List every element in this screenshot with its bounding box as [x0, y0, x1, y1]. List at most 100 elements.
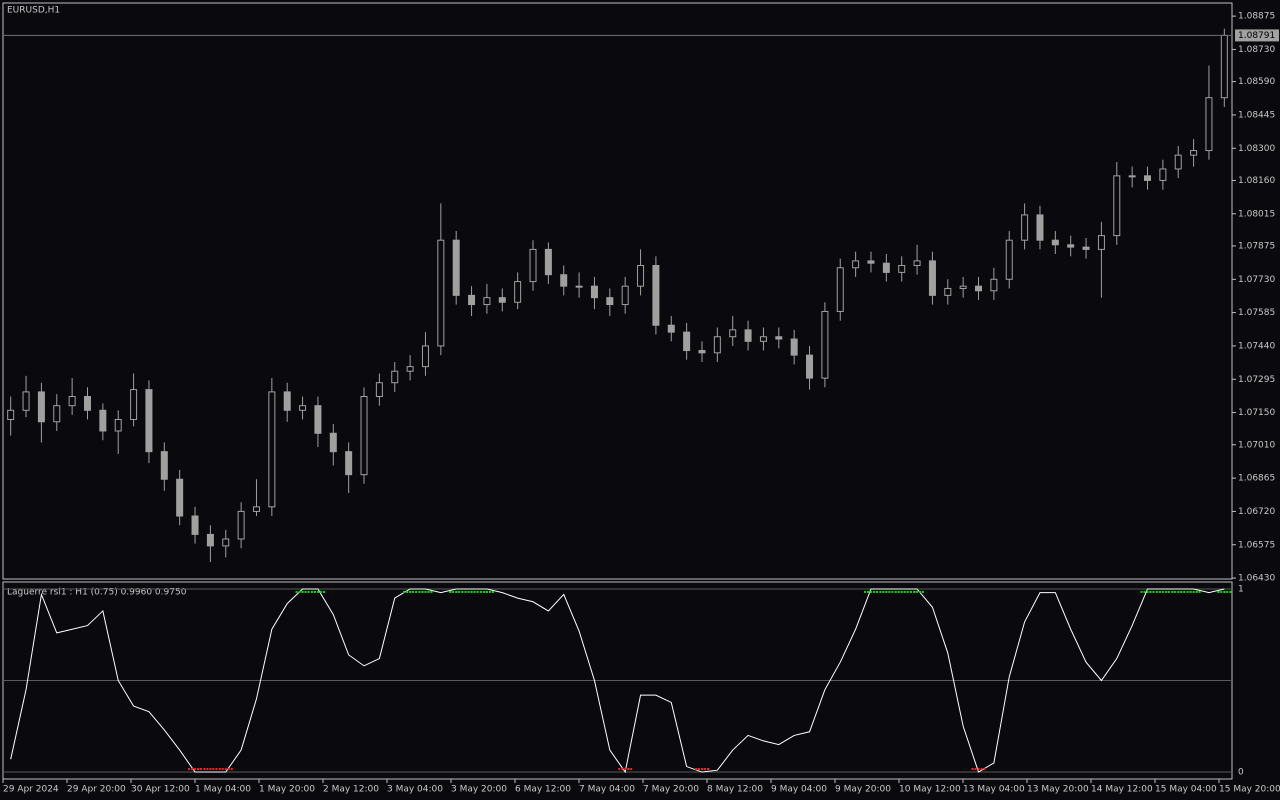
- extreme-dot: [1143, 590, 1146, 593]
- extreme-dot: [888, 590, 891, 593]
- y-tick-label: 1.08160: [1238, 176, 1275, 186]
- candle-body: [744, 329, 752, 342]
- candle-body: [1082, 246, 1090, 250]
- candle-body: [683, 331, 691, 352]
- candle-body: [375, 382, 383, 398]
- candle-body: [268, 391, 276, 508]
- candle-body: [852, 260, 860, 269]
- extreme-dot: [224, 768, 227, 771]
- candle-body: [191, 515, 199, 535]
- candle-body: [729, 329, 737, 338]
- y-tick-label: 1.07585: [1238, 308, 1275, 318]
- y-tick-label: 1.08300: [1238, 144, 1275, 154]
- candle-body: [590, 285, 598, 299]
- candle-body: [83, 396, 91, 411]
- candle-body: [68, 396, 76, 407]
- extreme-dot: [1195, 590, 1198, 593]
- extreme-dot: [298, 590, 301, 593]
- candle-body: [252, 506, 260, 512]
- extreme-dot: [630, 768, 633, 771]
- y-tick-label: 1.07730: [1238, 275, 1275, 285]
- candle-body: [867, 260, 875, 264]
- extreme-dot: [869, 590, 872, 593]
- y-tick-label: 1: [1238, 584, 1244, 594]
- extreme-dot: [449, 590, 452, 593]
- extreme-dot: [412, 590, 415, 593]
- extreme-dot: [295, 590, 298, 593]
- extreme-dot: [415, 590, 418, 593]
- candle-body: [437, 239, 445, 347]
- extreme-dot: [1149, 590, 1152, 593]
- extreme-dot: [916, 590, 919, 593]
- extreme-dot: [697, 768, 700, 771]
- extreme-dot: [479, 590, 482, 593]
- extreme-dot: [983, 768, 986, 771]
- x-tick-label: 9 May 04:00: [771, 785, 827, 795]
- extreme-dot: [910, 590, 913, 593]
- y-tick-label: 1.07150: [1238, 408, 1275, 418]
- candle-body: [468, 294, 476, 306]
- candle-body: [1220, 34, 1228, 99]
- extreme-dot: [1192, 590, 1195, 593]
- candle-body: [959, 285, 967, 289]
- price-panel: [2, 2, 1233, 580]
- candle-body: [145, 389, 153, 453]
- extreme-dot: [906, 590, 909, 593]
- extreme-dot: [875, 590, 878, 593]
- indicator-line: [10, 588, 1225, 774]
- y-tick-label: 1.08730: [1238, 45, 1275, 55]
- extreme-dot: [866, 590, 869, 593]
- candle-body: [882, 262, 890, 273]
- extreme-dot: [310, 590, 313, 593]
- candle-body: [206, 533, 214, 547]
- extreme-dot: [897, 590, 900, 593]
- extreme-dot: [313, 590, 316, 593]
- candle-body: [775, 336, 783, 340]
- extreme-dot: [218, 768, 221, 771]
- x-tick-label: 29 Apr 2024: [3, 785, 59, 795]
- extreme-dot: [1152, 590, 1155, 593]
- extreme-dot: [1186, 590, 1189, 593]
- x-tick-label: 8 May 12:00: [707, 785, 763, 795]
- candle-body: [421, 345, 429, 368]
- candle-body: [1021, 214, 1029, 241]
- extreme-dot: [1223, 590, 1226, 593]
- candle-body: [37, 391, 45, 423]
- candle-body: [237, 510, 245, 540]
- candle-body: [529, 248, 537, 283]
- extreme-dot: [476, 590, 479, 593]
- candle-body: [1097, 235, 1105, 250]
- extreme-dot: [206, 768, 209, 771]
- extreme-dot: [301, 590, 304, 593]
- extreme-dot: [1189, 590, 1192, 593]
- x-tick-label: 7 May 04:00: [579, 785, 635, 795]
- extreme-dot: [221, 768, 224, 771]
- last-price-box: [1235, 29, 1279, 42]
- candle-body: [130, 389, 138, 420]
- extreme-dot: [1198, 590, 1201, 593]
- extreme-dot: [903, 590, 906, 593]
- candle-body: [836, 267, 844, 312]
- extreme-dot: [919, 590, 922, 593]
- extreme-dot: [197, 768, 200, 771]
- candle-body: [1159, 168, 1167, 181]
- extreme-dot: [424, 590, 427, 593]
- extreme-dot: [188, 768, 191, 771]
- candle-body: [1174, 154, 1182, 170]
- extreme-dot: [316, 590, 319, 593]
- candle-body: [1190, 150, 1198, 156]
- extreme-dot: [627, 768, 630, 771]
- extreme-dot: [464, 590, 467, 593]
- extreme-dot: [900, 590, 903, 593]
- extreme-dot: [230, 768, 233, 771]
- y-tick-label: 1.08015: [1238, 209, 1275, 219]
- extreme-dot: [458, 590, 461, 593]
- x-tick-label: 3 May 20:00: [451, 785, 507, 795]
- extreme-dot: [882, 590, 885, 593]
- candle-body: [329, 432, 337, 453]
- extreme-dot: [470, 590, 473, 593]
- extreme-dot: [706, 768, 709, 771]
- candle-body: [283, 391, 291, 411]
- candle-body: [928, 260, 936, 296]
